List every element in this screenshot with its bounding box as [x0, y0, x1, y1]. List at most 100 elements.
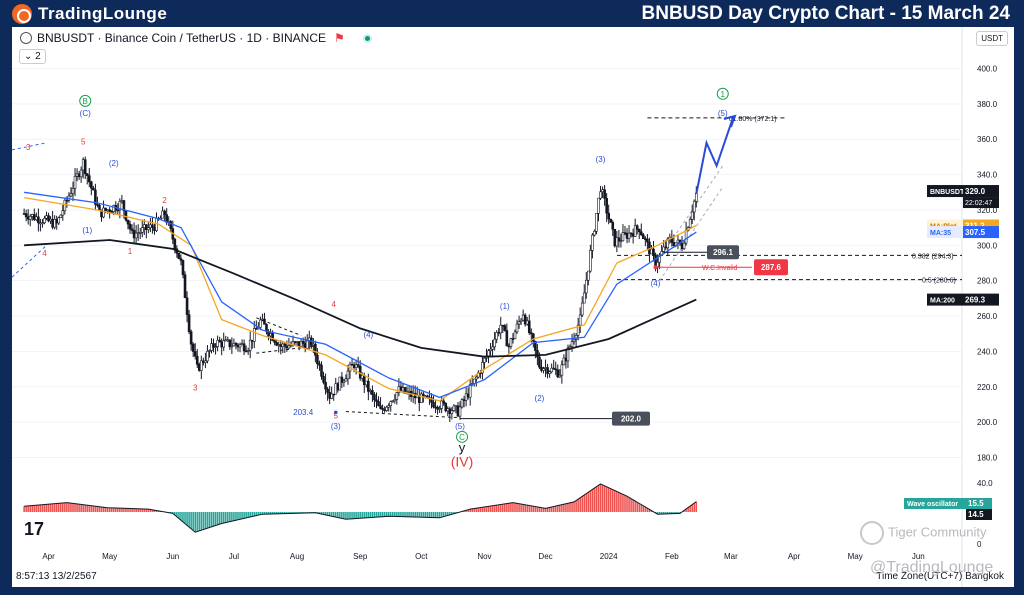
candle-body	[381, 408, 384, 410]
wave-label: 3	[26, 143, 31, 152]
candle-body	[83, 159, 87, 175]
candle-body	[226, 339, 230, 342]
candle-body	[593, 231, 596, 236]
candle-body	[65, 199, 69, 202]
candle-body	[73, 175, 77, 189]
candle-body	[629, 232, 633, 235]
candle-body	[45, 215, 48, 219]
candle-body	[615, 237, 619, 247]
candle-body	[566, 347, 570, 362]
candle-body	[527, 320, 531, 333]
candle-body	[511, 338, 515, 340]
price-tag-ma35-value-bg	[963, 226, 999, 239]
candle-body	[462, 399, 466, 401]
layers-toggle-button[interactable]: ⌄ 2	[19, 49, 46, 64]
candle-body	[312, 343, 315, 346]
candle-body	[483, 357, 486, 363]
candle-body	[230, 345, 234, 348]
candle-body	[248, 339, 252, 351]
candle-body	[37, 216, 40, 224]
candle-body	[635, 225, 639, 230]
candle-body	[195, 355, 199, 365]
candle-body	[690, 211, 694, 220]
candle-body	[584, 279, 588, 294]
ma35-line	[24, 191, 697, 399]
candle-body	[450, 410, 454, 414]
osc-name: Wave oscillator	[907, 501, 958, 508]
tiger-watermark: Tiger Community	[860, 521, 986, 545]
chart-area[interactable]: 400.0 380.0 360.0 340.0 320.0 300.0 280.0 260.0…	[12, 27, 1014, 587]
price-tag-ma200-label: MA:200	[930, 298, 955, 305]
projection-arrow-icon	[723, 114, 737, 128]
candle-body	[49, 218, 52, 222]
candle-body	[570, 341, 574, 347]
candle-body	[452, 405, 456, 411]
candle-body	[43, 217, 46, 224]
tiger-watermark-text: Tiger Community	[888, 524, 987, 540]
candle-body	[544, 367, 547, 369]
symbol-header: BNBUSDT · Binance Coin / TetherUS · 1D ·…	[20, 31, 372, 45]
wave-label: (C)	[80, 109, 91, 118]
candle-body	[432, 402, 435, 408]
candle-body	[220, 341, 223, 348]
candle-body	[633, 225, 637, 237]
banner: TradingLounge BNBUSD Day Crypto Chart - …	[0, 0, 1024, 28]
candle-body	[556, 369, 560, 378]
wave-label: (1)	[82, 226, 92, 235]
candle-body	[652, 248, 655, 256]
candle-body	[244, 350, 248, 353]
y-tick-label: 300.0	[977, 241, 998, 250]
wave-label: 203.4	[293, 408, 314, 417]
candle-body	[57, 217, 61, 224]
candle-body	[558, 374, 562, 378]
candle-body	[505, 330, 509, 347]
candle-body	[269, 333, 272, 337]
ma-plot-line	[23, 196, 697, 402]
wave-circle	[716, 87, 729, 100]
tradingview-logo[interactable]: 17	[24, 519, 45, 539]
osc-value2-bg	[966, 509, 992, 520]
candle-body	[202, 360, 205, 363]
candle-body	[519, 319, 523, 322]
candle-body	[354, 364, 358, 369]
wave-circle	[456, 430, 469, 443]
candle-body	[562, 357, 566, 366]
layers-count: 2	[35, 51, 41, 62]
candle-body	[228, 339, 232, 348]
candle-body	[466, 393, 470, 398]
candle-body	[538, 356, 541, 368]
wave-label: (3)	[596, 155, 606, 164]
candle-body	[646, 238, 649, 243]
flag-icon[interactable]: ⚑	[333, 31, 345, 45]
osc-value: 15.5	[968, 499, 984, 508]
candle-body	[578, 314, 582, 326]
y-tick-label: 360.0	[977, 135, 998, 144]
candle-body	[324, 381, 327, 390]
candle-body	[118, 201, 122, 211]
candle-body	[501, 324, 505, 327]
candle-body	[365, 380, 368, 386]
y-tick-label: 180.0	[977, 454, 998, 463]
candle-body	[236, 344, 240, 348]
price-tag-bnbusdt-value-bg	[963, 185, 999, 198]
wave-label: 3	[193, 383, 198, 392]
timezone-button[interactable]: Time Zone(UTC+7) Bangkok	[876, 571, 1004, 582]
candle-body	[438, 408, 441, 410]
candle-body	[142, 224, 146, 228]
wave-label: 4	[42, 249, 47, 258]
wave-label: (5)	[455, 422, 465, 431]
candle-body	[529, 332, 533, 335]
candle-body	[550, 367, 553, 373]
candle-body	[481, 362, 484, 374]
price-tag-ma200-value: 269.3	[965, 296, 986, 305]
candle-body	[53, 219, 56, 228]
candle-body	[540, 366, 543, 371]
candle-body	[242, 343, 246, 352]
candle-body	[271, 333, 274, 341]
currency-button[interactable]: USDT	[976, 31, 1008, 46]
invalid-value: 287.6	[761, 263, 782, 272]
candle-body	[497, 332, 501, 334]
projection-path	[695, 117, 734, 195]
chart-svg[interactable]: 400.0380.0360.0340.0320.0300.0280.0260.0…	[12, 27, 1014, 587]
candle-body	[326, 388, 329, 393]
